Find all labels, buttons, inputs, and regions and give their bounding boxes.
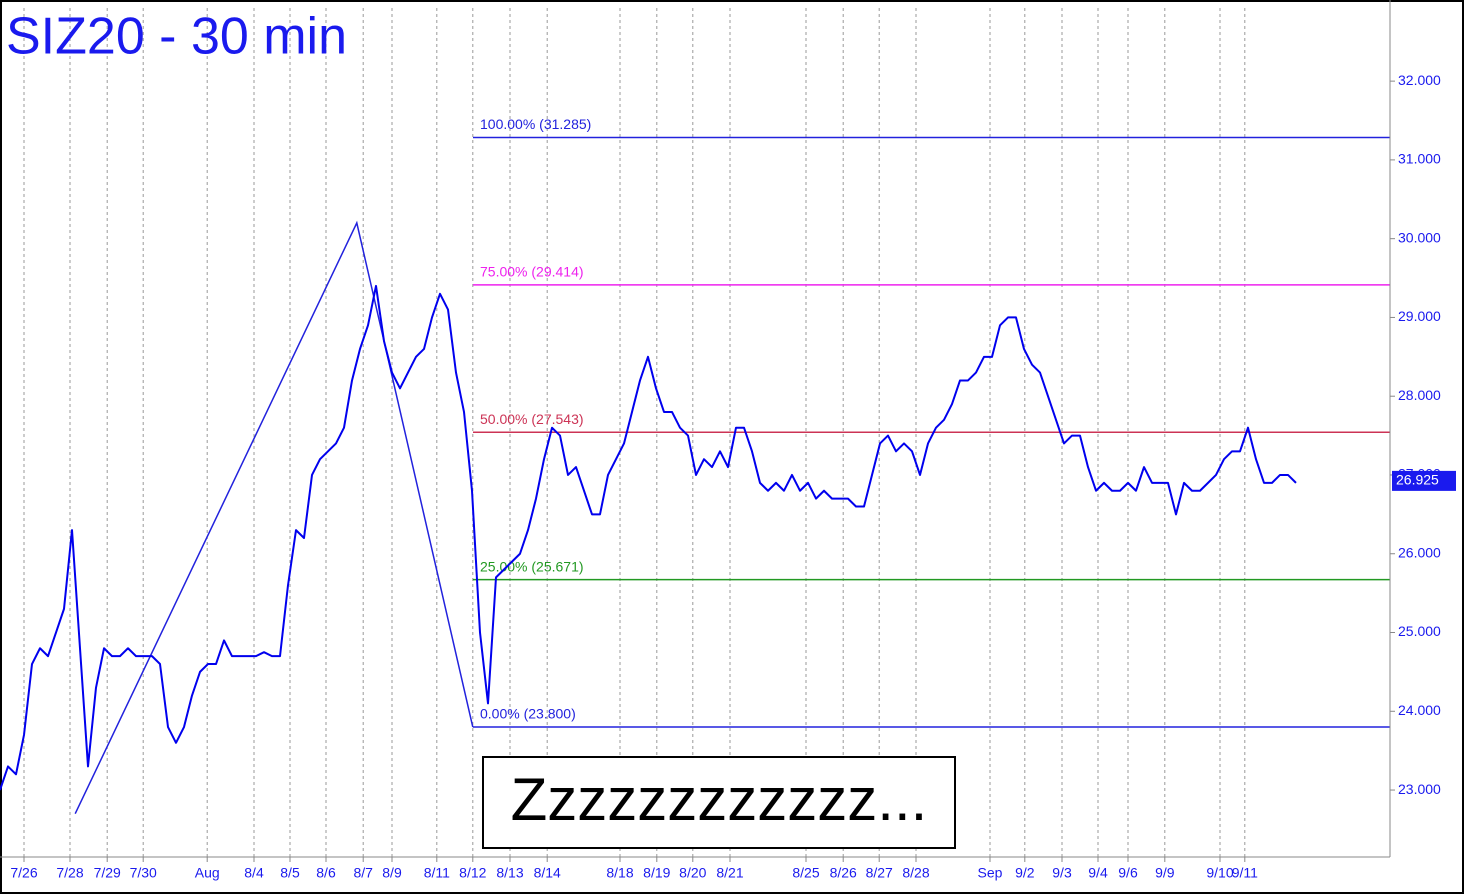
x-tick-label: 8/19 <box>643 865 670 881</box>
level-label: 25.00% (25.671) <box>480 558 584 574</box>
x-tick-label: 8/14 <box>534 865 561 881</box>
y-tick-label: 32.000 <box>1398 72 1441 88</box>
x-tick-label: 8/26 <box>830 865 857 881</box>
y-tick-label: 28.000 <box>1398 387 1441 403</box>
y-tick-label: 31.000 <box>1398 151 1441 167</box>
chart-title: SIZ20 - 30 min <box>6 8 347 66</box>
y-tick-label: 23.000 <box>1398 781 1441 797</box>
x-tick-label: Sep <box>978 865 1003 881</box>
level-label: 0.00% (23.800) <box>480 706 576 722</box>
x-tick-label: 9/9 <box>1155 865 1175 881</box>
x-tick-label: 8/12 <box>459 865 486 881</box>
x-tick-label: 8/25 <box>792 865 819 881</box>
price-line <box>0 284 1297 791</box>
x-tick-label: 9/10 <box>1206 865 1233 881</box>
x-tick-label: 8/4 <box>244 865 264 881</box>
x-tick-label: 7/30 <box>130 865 157 881</box>
x-tick-label: 8/28 <box>902 865 929 881</box>
last-price-box <box>1392 470 1456 491</box>
pattern-line <box>74 220 474 815</box>
x-tick-label: 9/4 <box>1088 865 1108 881</box>
x-tick-label: 8/13 <box>496 865 523 881</box>
annotation-box <box>482 756 956 849</box>
y-tick-label: 26.000 <box>1398 544 1441 560</box>
x-tick-label: 7/26 <box>10 865 37 881</box>
x-tick-label: 7/28 <box>56 865 83 881</box>
x-tick-label: 8/11 <box>424 865 450 881</box>
y-tick-label: 24.000 <box>1398 702 1441 718</box>
x-tick-label: 8/21 <box>716 865 743 881</box>
x-tick-label: 7/29 <box>94 865 121 881</box>
x-tick-label: 8/6 <box>316 865 336 881</box>
level-label: 100.00% (31.285) <box>480 116 591 132</box>
x-tick-label: 8/5 <box>280 865 300 881</box>
level-label: 50.00% (27.543) <box>480 411 584 427</box>
y-tick-label: 29.000 <box>1398 308 1441 324</box>
marks: 100.00% (31.285) 75.00% (29.414) 50.00% (2… <box>0 116 1390 815</box>
x-tick-label: 8/9 <box>382 865 402 881</box>
level-label: 75.00% (29.414) <box>480 264 584 280</box>
x-tick-label: 8/20 <box>679 865 706 881</box>
x-tick-label: 9/3 <box>1052 865 1072 881</box>
x-tick-label: 8/18 <box>606 865 633 881</box>
x-tick-label: 9/2 <box>1015 865 1035 881</box>
last-price-label: 26.925 <box>1396 472 1439 488</box>
y-tick-label: 25.000 <box>1398 623 1441 639</box>
x-tick-label: 9/6 <box>1118 865 1138 881</box>
x-tick-label: 8/27 <box>866 865 893 881</box>
x-tick-label: 9/11 <box>1232 865 1258 881</box>
annotation: Zzzzzzzzzzzz... <box>511 766 928 833</box>
x-tick-label: 8/7 <box>353 865 373 881</box>
y-tick-label: 30.000 <box>1398 229 1441 245</box>
x-tick-label: Aug <box>195 865 220 881</box>
